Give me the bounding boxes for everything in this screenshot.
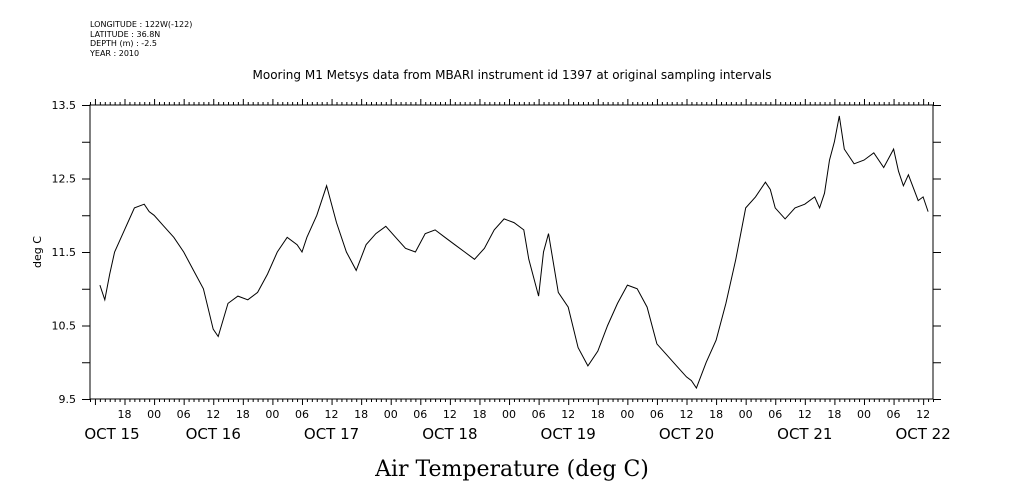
y-axis-label: deg C [31, 236, 44, 268]
year-text: YEAR : 2010 [90, 48, 140, 58]
x-hour-tick-label: 18 [591, 408, 605, 421]
x-hour-tick-label: 18 [709, 408, 723, 421]
x-axis-label: Air Temperature (deg C) [374, 457, 649, 482]
x-date-label: OCT 15 [84, 425, 139, 443]
x-hour-tick-label: 00 [265, 408, 279, 421]
y-tick-label: 11.5 [52, 246, 77, 259]
x-hour-tick-label: 12 [680, 408, 694, 421]
x-hour-tick-label: 00 [502, 408, 516, 421]
x-hour-tick-label: 18 [354, 408, 368, 421]
x-hour-tick-label: 00 [147, 408, 161, 421]
x-hour-tick-label: 18 [472, 408, 486, 421]
chart-title: Mooring M1 Metsys data from MBARI instru… [253, 68, 772, 82]
y-tick-label: 13.5 [52, 99, 77, 112]
plot-frame [89, 104, 934, 400]
x-hour-tick-label: 12 [916, 408, 930, 421]
x-date-label: OCT 17 [304, 425, 359, 443]
x-hour-tick-label: 06 [413, 408, 427, 421]
axis-labels: 18 00 06 12 18 00 06 12 18 00 06 12 18 00 06 12 18 00 06 12… [52, 99, 951, 443]
x-hour-tick-label: 06 [768, 408, 782, 421]
metadata-block: LONGITUDE : 122W(-122) LATITUDE : 36.8N … [90, 20, 192, 58]
x-hour-tick-label: 00 [739, 408, 753, 421]
latitude-text: LATITUDE : 36.8N [90, 29, 161, 39]
x-hour-tick-label: 18 [827, 408, 841, 421]
x-hour-tick-label: 18 [236, 408, 250, 421]
series-line [99, 115, 929, 390]
x-date-label: OCT 16 [186, 425, 241, 443]
x-date-label: OCT 19 [541, 425, 596, 443]
y-tick-label: 12.5 [52, 173, 77, 186]
x-hour-tick-label: 12 [443, 408, 457, 421]
x-hour-tick-label: 00 [384, 408, 398, 421]
x-hour-tick-label: 12 [561, 408, 575, 421]
x-hour-tick-label: 00 [857, 408, 871, 421]
x-hour-tick-label: 06 [650, 408, 664, 421]
x-hour-tick-label: 00 [620, 408, 634, 421]
x-date-label: OCT 18 [422, 425, 477, 443]
x-hour-tick-label: 06 [887, 408, 901, 421]
x-hour-tick-label: 18 [118, 408, 132, 421]
x-date-label: OCT 21 [777, 425, 832, 443]
longitude-text: LONGITUDE : 122W(-122) [90, 20, 193, 29]
x-hour-tick-label: 12 [798, 408, 812, 421]
axis-ticks [82, 99, 941, 405]
y-tick-label: 9.5 [59, 393, 77, 406]
x-hour-tick-label: 12 [325, 408, 339, 421]
x-hour-tick-label: 06 [177, 408, 191, 421]
x-hour-tick-label: 06 [295, 408, 309, 421]
x-date-label: OCT 22 [895, 425, 950, 443]
x-hour-tick-label: 12 [206, 408, 220, 421]
x-date-label: OCT 20 [659, 425, 714, 443]
x-hour-tick-label: 06 [532, 408, 546, 421]
y-tick-label: 10.5 [52, 320, 77, 333]
depth-text: DEPTH (m) : -2.5 [90, 39, 157, 48]
